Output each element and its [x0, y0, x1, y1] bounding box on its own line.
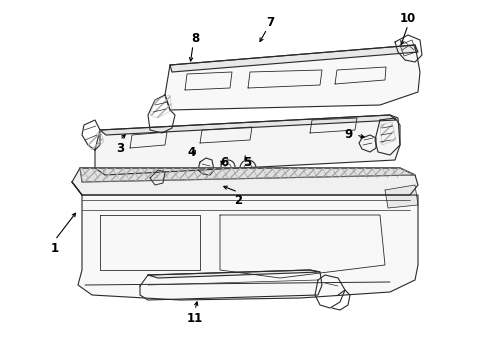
Polygon shape: [72, 182, 418, 300]
Polygon shape: [148, 270, 320, 278]
Text: 4: 4: [188, 147, 196, 159]
Polygon shape: [72, 168, 418, 195]
Text: 8: 8: [191, 31, 199, 45]
Text: 5: 5: [243, 157, 251, 170]
Text: 6: 6: [220, 157, 228, 170]
Text: 7: 7: [266, 15, 274, 28]
Text: 10: 10: [400, 12, 416, 24]
Polygon shape: [385, 185, 418, 208]
Text: 11: 11: [187, 311, 203, 324]
Text: 3: 3: [116, 141, 124, 154]
Text: 1: 1: [51, 242, 59, 255]
Polygon shape: [100, 115, 396, 135]
Polygon shape: [170, 45, 418, 72]
Text: 9: 9: [344, 129, 352, 141]
Polygon shape: [95, 115, 400, 175]
Polygon shape: [165, 45, 420, 110]
Text: 2: 2: [234, 194, 242, 207]
Polygon shape: [80, 168, 415, 182]
